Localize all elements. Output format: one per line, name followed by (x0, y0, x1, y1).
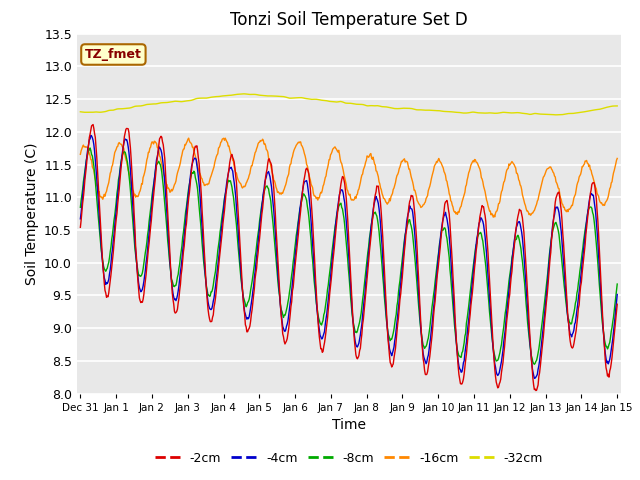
Title: Tonzi Soil Temperature Set D: Tonzi Soil Temperature Set D (230, 11, 468, 29)
Legend: -2cm, -4cm, -8cm, -16cm, -32cm: -2cm, -4cm, -8cm, -16cm, -32cm (150, 447, 548, 469)
Y-axis label: Soil Temperature (C): Soil Temperature (C) (24, 143, 38, 285)
X-axis label: Time: Time (332, 418, 366, 432)
Text: TZ_fmet: TZ_fmet (85, 48, 142, 61)
